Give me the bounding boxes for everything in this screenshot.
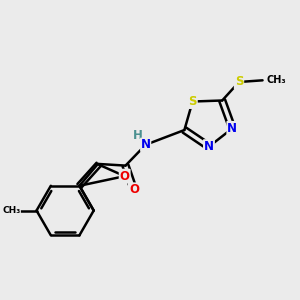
Text: N: N — [141, 138, 151, 151]
Text: S: S — [188, 95, 197, 108]
Text: CH₃: CH₃ — [267, 75, 286, 85]
Text: N: N — [204, 140, 214, 153]
Text: O: O — [129, 183, 139, 196]
Text: O: O — [120, 170, 130, 183]
Text: H: H — [133, 129, 143, 142]
Text: N: N — [227, 122, 237, 135]
Text: S: S — [235, 76, 243, 88]
Text: CH₃: CH₃ — [2, 206, 20, 215]
